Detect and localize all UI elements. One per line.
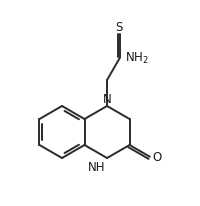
Text: NH: NH — [88, 160, 105, 173]
Text: O: O — [153, 150, 162, 163]
Text: NH$_2$: NH$_2$ — [125, 51, 149, 66]
Text: S: S — [115, 21, 123, 34]
Text: N: N — [103, 92, 111, 105]
